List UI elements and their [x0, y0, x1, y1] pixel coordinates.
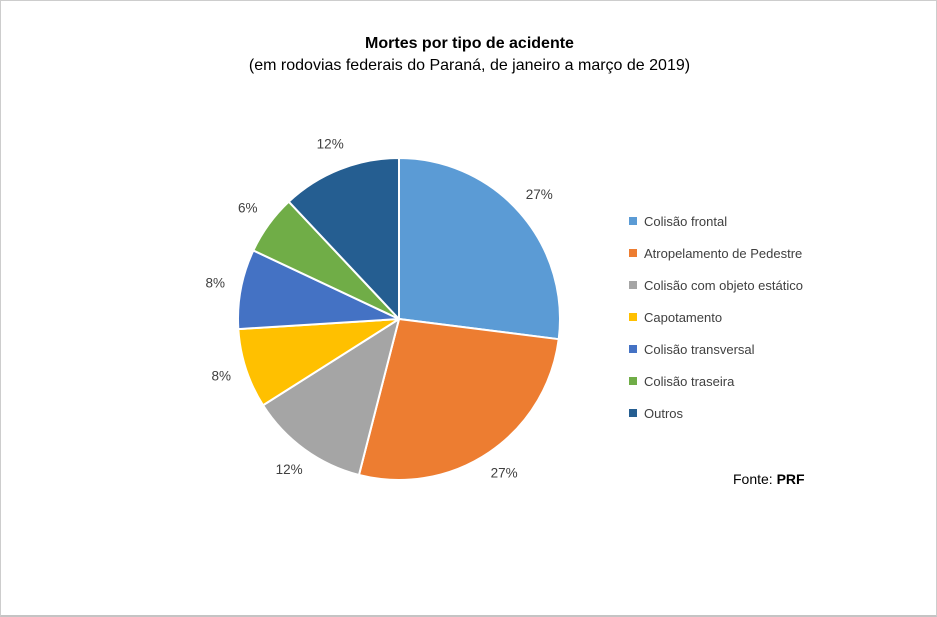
legend-item-colisao-com-objeto-estatico: Colisão com objeto estático	[629, 269, 803, 301]
legend-item-label: Colisão com objeto estático	[644, 277, 803, 293]
pie-data-label-atropelamento-de-pedestre: 27%	[491, 465, 518, 480]
pie-data-label-outros: 12%	[317, 137, 344, 152]
legend-marker-icon	[629, 217, 637, 225]
legend-item-atropelamento-de-pedestre: Atropelamento de Pedestre	[629, 237, 803, 269]
legend-item-label: Colisão frontal	[644, 213, 728, 229]
chart-legend: Colisão frontal Atropelamento de Pedestre…	[629, 205, 803, 429]
legend-item-label: Capotamento	[644, 309, 723, 325]
pie-slice-atropelamento-de-pedestre	[357, 318, 560, 481]
legend-item-label: Outros	[644, 405, 684, 421]
chart-title: Mortes por tipo de acidente	[365, 35, 574, 52]
pie-data-label-capotamento: 8%	[211, 368, 231, 383]
legend-item-outros: Outros	[629, 397, 803, 429]
source-label: Fonte:	[733, 471, 777, 487]
pie-slice-colisao-com-objeto-estatico	[262, 318, 400, 476]
legend-item-colisao-frontal: Colisão frontal	[629, 205, 803, 237]
pie-data-label-colisao-com-objeto-estatico: 12%	[276, 462, 303, 477]
legend-item-label: Atropelamento de Pedestre	[644, 245, 803, 261]
source-value: PRF	[776, 471, 805, 487]
legend-marker-icon	[629, 345, 637, 353]
legend-marker-icon	[629, 249, 637, 257]
pie-slice-colisao-frontal	[398, 157, 561, 341]
chart-subtitle: (em rodovias federais do Paraná, de jane…	[248, 57, 691, 74]
pie-data-label-colisao-frontal: 27%	[526, 187, 553, 202]
legend-item-colisao-traseira: Colisão traseira	[629, 365, 803, 397]
pie-slice-outros	[287, 157, 400, 320]
pie-data-label-colisao-traseira: 6%	[238, 201, 258, 216]
legend-marker-icon	[629, 281, 637, 289]
legend-marker-icon	[629, 409, 637, 417]
pie-data-label-colisao-transversal: 8%	[206, 276, 226, 291]
source-note: Fonte: PRF	[733, 471, 805, 487]
legend-marker-icon	[629, 313, 637, 321]
legend-item-colisao-transversal: Colisão transversal	[629, 333, 803, 365]
legend-marker-icon	[629, 377, 637, 385]
legend-item-label: Colisão transversal	[644, 341, 755, 357]
legend-item-label: Colisão traseira	[644, 373, 735, 389]
legend-item-capotamento: Capotamento	[629, 301, 803, 333]
